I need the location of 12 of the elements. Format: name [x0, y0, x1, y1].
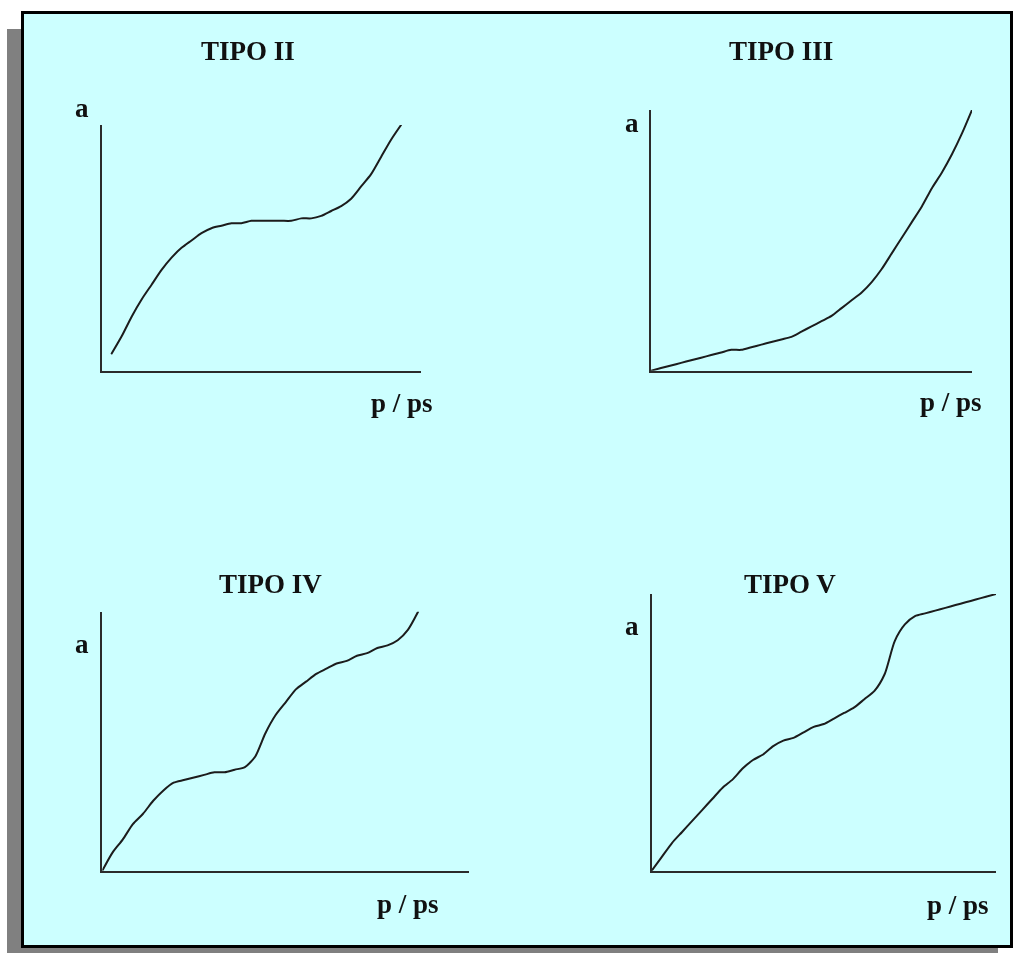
chart-title: TIPO IV [219, 569, 323, 599]
chart-title: TIPO II [201, 36, 295, 66]
x-axis-title: p / ps [927, 890, 989, 920]
x-axis-title: p / ps [371, 388, 433, 418]
chart-title: TIPO V [744, 569, 837, 599]
y-axis-title: a [75, 93, 89, 123]
y-axis-title: a [625, 611, 639, 641]
chart-title: TIPO III [729, 36, 834, 66]
y-axis-title: a [75, 629, 89, 659]
y-axis-title: a [625, 108, 639, 138]
x-axis-title: p / ps [920, 387, 982, 417]
x-axis-title: p / ps [377, 889, 439, 919]
